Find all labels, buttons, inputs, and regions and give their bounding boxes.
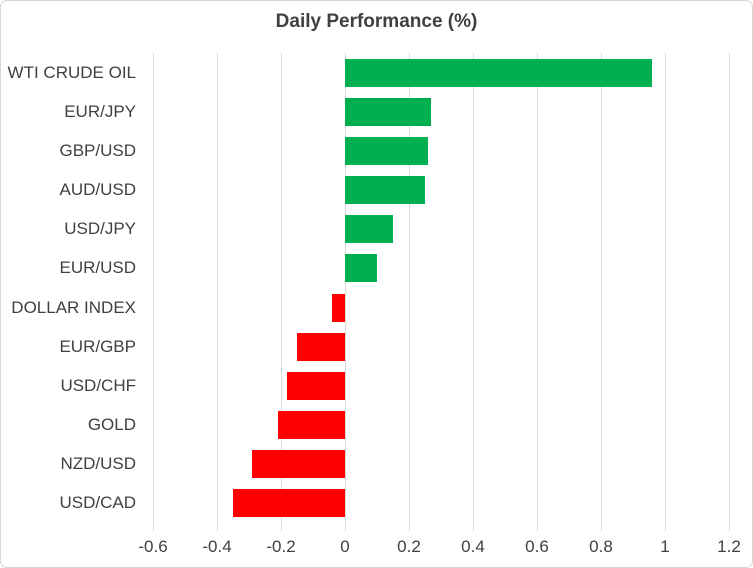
x-axis-ticks: [153, 523, 730, 531]
axis-tick-label: 0: [340, 537, 350, 556]
x-axis-labels: -0.6 -0.4 -0.2 0 0.2 0.4 0.6 0.8 1 1.2: [138, 537, 740, 561]
bar: [233, 489, 345, 518]
gridline: [473, 53, 474, 523]
bar: [252, 450, 345, 479]
category-label: USD/CHF: [60, 375, 136, 395]
category-label: WTI CRUDE OIL: [7, 62, 136, 82]
axis-tick-label: -0.4: [202, 537, 232, 556]
category-label: AUD/USD: [59, 180, 136, 200]
plot-area: [153, 53, 730, 523]
bar: [297, 332, 345, 361]
axis-tick: [153, 523, 154, 531]
axis-tick: [729, 523, 730, 531]
gridline: [729, 53, 730, 523]
axis-tick: [537, 523, 538, 531]
gridline: [345, 53, 346, 523]
category-label: GOLD: [87, 415, 136, 435]
category-label: USD/JPY: [64, 219, 136, 239]
axis-tick: [601, 523, 602, 531]
axis-tick: [473, 523, 474, 531]
gridline: [409, 53, 410, 523]
category-label: EUR/JPY: [64, 101, 136, 121]
bar: [345, 136, 429, 165]
axis-tick: [665, 523, 666, 531]
gridline: [601, 53, 602, 523]
gridline: [281, 53, 282, 523]
axis-tick-label: -0.2: [266, 537, 296, 556]
axis-tick: [217, 523, 218, 531]
bar: [345, 58, 653, 87]
gridline: [217, 53, 218, 523]
axis-tick: [409, 523, 410, 531]
bar: [345, 97, 432, 126]
bar: [332, 293, 345, 322]
category-label: EUR/USD: [59, 258, 136, 278]
category-label: NZD/USD: [60, 454, 136, 474]
gridline: [537, 53, 538, 523]
category-axis: WTI CRUDE OIL EUR/JPY GBP/USD AUD/USD USD/JP…: [1, 53, 153, 523]
axis-tick-label: 0.6: [525, 537, 549, 556]
axis-tick-label: 0.2: [397, 537, 421, 556]
bar: [345, 215, 393, 244]
axis-tick-label: 0.4: [461, 537, 485, 556]
axis-tick-label: 1.2: [717, 537, 741, 556]
bar: [345, 254, 377, 283]
axis-tick-label: 0.8: [589, 537, 613, 556]
axis-tick-label: 1: [660, 537, 670, 556]
axis-tick: [345, 523, 346, 531]
category-label: GBP/USD: [59, 140, 136, 160]
bar: [277, 411, 345, 440]
axis-tick: [281, 523, 282, 531]
bar: [287, 371, 345, 400]
category-label: DOLLAR INDEX: [11, 297, 136, 317]
chart-title: Daily Performance (%): [275, 11, 478, 32]
bar: [345, 176, 425, 205]
axis-tick-label: -0.6: [138, 537, 168, 556]
gridline: [153, 53, 154, 523]
category-label: USD/CAD: [59, 493, 136, 513]
gridline: [665, 53, 666, 523]
category-label: EUR/GBP: [59, 336, 136, 356]
